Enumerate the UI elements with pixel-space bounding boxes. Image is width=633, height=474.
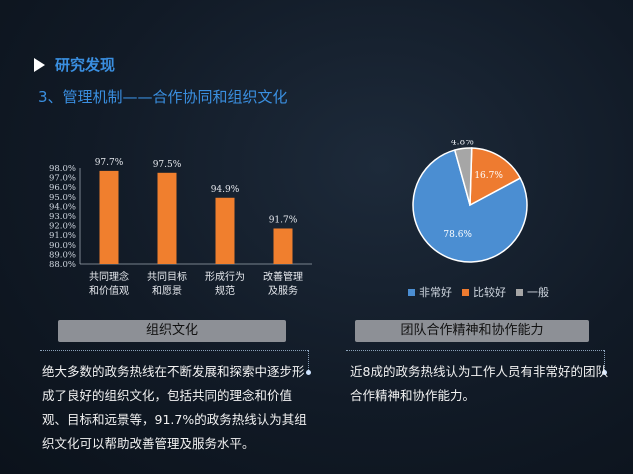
legend-swatch-orange [462, 288, 469, 296]
y-tick-label: 98.0% [49, 164, 76, 174]
bullet-dot [602, 370, 607, 375]
divider-line [346, 350, 604, 351]
teamwork-pill: 团队合作精神和协作能力 [355, 320, 589, 342]
legend-item: 一般 [516, 284, 549, 300]
y-tick-label: 92.0% [49, 222, 76, 232]
bullet-dot [306, 370, 311, 375]
y-tick-label: 93.0% [49, 212, 76, 222]
pie-value-label: 78.6% [443, 230, 472, 240]
divider-line [40, 350, 308, 351]
pie-legend: 非常好 比较好 一般 [408, 284, 549, 300]
x-category-label: 形成行为 [205, 270, 245, 283]
x-category-label: 共同目标 [147, 271, 187, 283]
y-tick-label: 88.0% [49, 260, 76, 270]
x-category-label: 规范 [215, 284, 235, 297]
legend-item: 比较好 [462, 284, 506, 300]
org-culture-text: 绝大多数的政务热线在不断发展和探索中逐步形成了良好的组织文化，包括共同的理念和价… [42, 364, 307, 451]
teamwork-text: 近8成的政务热线认为工作人员有非常好的团队合作精神和协作能力。 [350, 364, 608, 403]
bar-value-label: 97.7% [95, 158, 124, 168]
y-tick-label: 94.0% [49, 202, 76, 212]
pie-slice [412, 149, 528, 263]
x-category-label: 及服务 [268, 284, 298, 297]
legend-swatch-blue [408, 288, 415, 296]
bar [157, 172, 177, 264]
pie-value-label: 4.8% [451, 140, 474, 147]
pie-value-label: 16.7% [474, 171, 503, 181]
bar-value-label: 94.9% [211, 185, 240, 195]
pie-slice [469, 147, 522, 207]
section-title-text: 研究发现 [55, 56, 116, 74]
x-category-label: 和价值观 [89, 284, 129, 297]
x-category-label: 改善管理 [263, 270, 303, 283]
y-tick-label: 90.0% [49, 241, 76, 251]
legend-label: 一般 [527, 286, 549, 299]
page-subtitle: 3、管理机制——合作协同和组织文化 [38, 88, 288, 106]
bar [273, 228, 293, 264]
pie-slice [453, 147, 473, 206]
y-tick-label: 95.0% [49, 193, 76, 203]
pie-chart: 78.6% 16.7% 4.8% [412, 140, 528, 263]
bar-value-label: 91.7% [269, 215, 298, 225]
legend-swatch-gray [516, 288, 523, 296]
bar [99, 170, 119, 264]
bar [215, 197, 235, 264]
x-category-label: 和愿景 [152, 285, 182, 297]
y-tick-label: 89.0% [49, 250, 76, 260]
org-culture-pill: 组织文化 [58, 320, 286, 342]
y-tick-label: 97.0% [49, 174, 76, 184]
divider-line [308, 350, 309, 372]
y-tick-label: 91.0% [49, 231, 76, 241]
bar-chart: 98.0%97.0%96.0%95.0%94.0%93.0%92.0%91.0%… [49, 158, 312, 297]
y-tick-label: 96.0% [49, 183, 76, 193]
x-category-label: 共同理念 [89, 270, 129, 283]
section-title: 研究发现 [34, 54, 115, 75]
bar-value-label: 97.5% [153, 160, 182, 170]
legend-label: 非常好 [419, 286, 452, 299]
legend-label: 比较好 [473, 286, 506, 299]
divider-line [604, 350, 605, 372]
play-triangle-icon [34, 57, 45, 72]
legend-item: 非常好 [408, 284, 452, 300]
